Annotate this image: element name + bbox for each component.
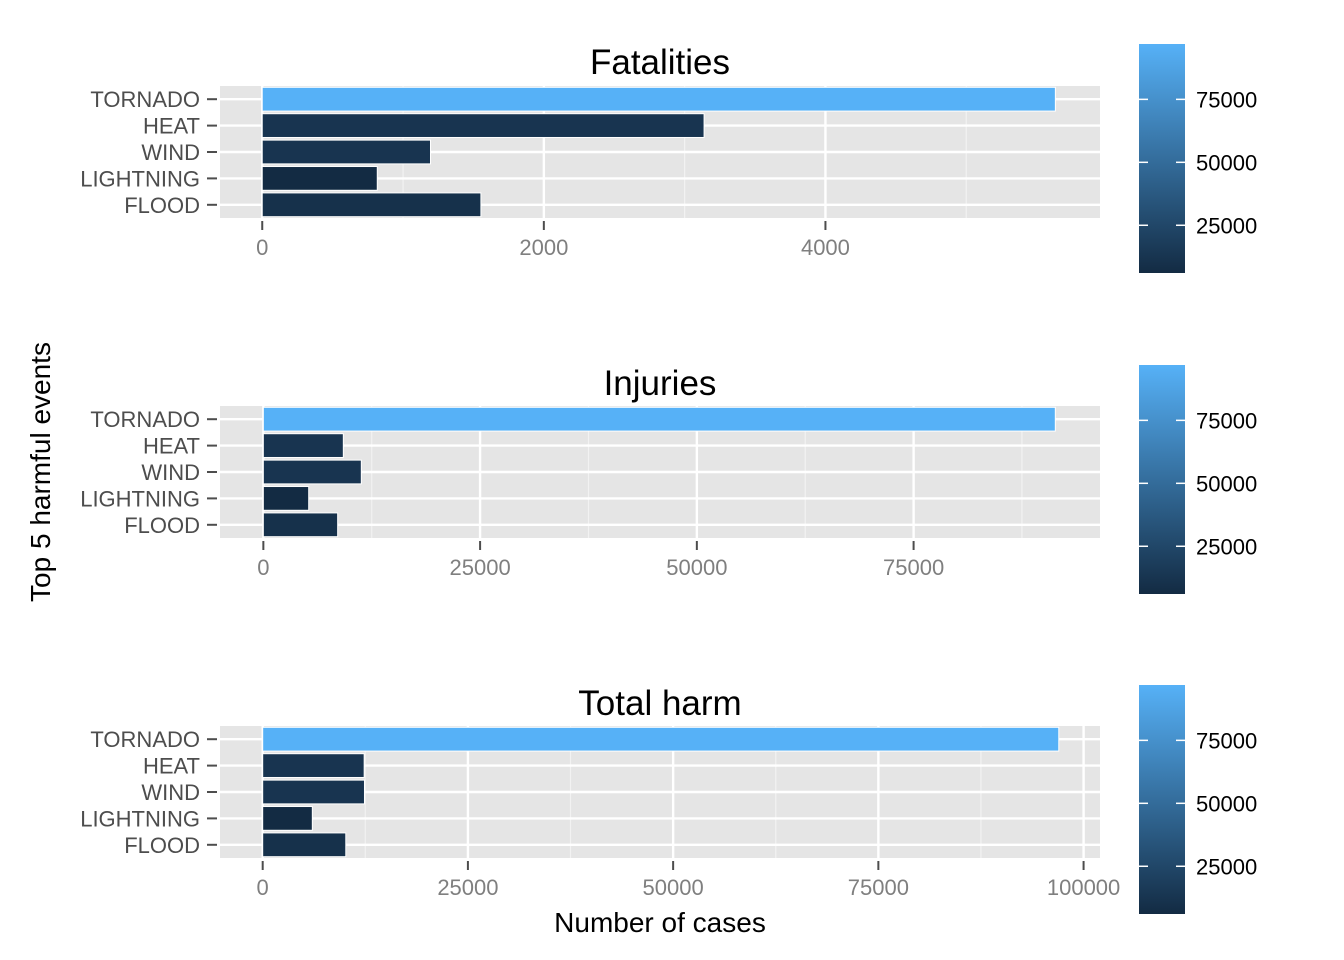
bar-wind [262,459,362,485]
category-label: WIND [141,780,200,805]
bar-heat [261,113,705,138]
category-label: FLOOD [124,513,200,538]
bar-flood [262,832,347,858]
colorbar-legend: 25000 50000 75000 [1139,44,1257,273]
category-label: TORNADO [90,87,200,112]
category-label: HEAT [143,114,200,139]
category-label: FLOOD [124,833,200,858]
bar-heat [262,753,365,778]
colorbar-tick-label: 25000 [1196,854,1257,879]
category-label: LIGHTNING [80,806,200,831]
x-tick-label: 50000 [666,555,727,580]
colorbar-legend: 25000 50000 75000 [1139,685,1257,914]
bar-lightning [262,486,310,511]
category-label: LIGHTNING [80,166,200,191]
colorbar-tick-label: 50000 [1196,471,1257,496]
x-tick-label: 100000 [1047,875,1120,900]
colorbar-tick-label: 25000 [1196,534,1257,559]
bar-flood [261,192,482,218]
panel-title: Total harm [578,684,741,723]
category-label: WIND [141,460,200,485]
category-label: TORNADO [90,407,200,432]
bar-wind [262,779,365,805]
bar-tornado [262,726,1060,752]
category-label: LIGHTNING [80,486,200,511]
colorbar-tick-label: 50000 [1196,150,1257,175]
x-tick-label: 0 [256,235,268,260]
colorbar [1139,44,1185,273]
x-axis-title: Number of cases [554,907,766,938]
panel-title: Fatalities [590,43,730,82]
x-tick-label: 50000 [643,875,704,900]
colorbar-tick-label: 75000 [1196,728,1257,753]
category-label: WIND [141,140,200,165]
colorbar-tick-label: 50000 [1196,791,1257,816]
x-tick-label: 4000 [801,235,850,260]
bar-lightning [262,806,313,831]
x-tick-label: 2000 [519,235,568,260]
y-axis-title: Top 5 harmful events [25,342,56,602]
category-label: HEAT [143,434,200,459]
bar-lightning [261,166,378,191]
x-tick-label: 0 [257,875,269,900]
panels: FatalitiesTORNADOHEATWINDLIGHTNINGFLOOD0… [80,43,1257,914]
colorbar-tick-label: 25000 [1196,213,1257,238]
colorbar [1139,365,1185,594]
bar-wind [261,139,431,165]
x-tick-label: 0 [257,555,269,580]
category-label: HEAT [143,754,200,779]
colorbar [1139,685,1185,914]
category-label: TORNADO [90,727,200,752]
x-tick-label: 75000 [848,875,909,900]
bar-tornado [262,406,1056,432]
category-label: FLOOD [124,193,200,218]
bar-flood [262,512,339,538]
colorbar-tick-label: 75000 [1196,408,1257,433]
bar-heat [262,433,344,458]
bar-tornado [261,86,1056,112]
panel-title: Injuries [604,364,717,403]
x-tick-label: 25000 [450,555,511,580]
x-tick-label: 75000 [883,555,944,580]
colorbar-legend: 25000 50000 75000 [1139,365,1257,594]
x-tick-label: 25000 [437,875,498,900]
colorbar-tick-label: 75000 [1196,87,1257,112]
